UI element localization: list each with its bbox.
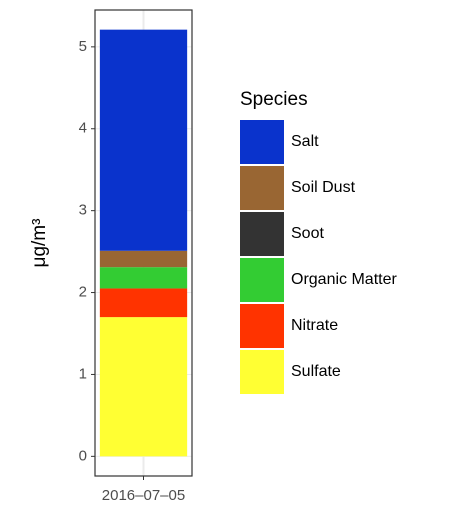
bar-segment — [99, 317, 188, 457]
y-axis-label: μg/m³ — [29, 219, 50, 268]
legend-key — [240, 166, 284, 210]
bar-segment — [99, 29, 188, 251]
y-tick-label: 2 — [79, 284, 87, 301]
legend-label: Sulfate — [291, 363, 341, 380]
legend-label: Salt — [291, 133, 319, 150]
legend-label: Soil Dust — [291, 179, 356, 196]
bar-segment — [99, 288, 188, 318]
bar-segment — [99, 250, 188, 268]
legend-label: Nitrate — [291, 317, 338, 334]
y-tick-label: 0 — [79, 447, 87, 464]
legend-label: Soot — [291, 225, 324, 242]
y-tick-label: 5 — [79, 38, 87, 55]
y-tick-label: 1 — [79, 365, 87, 382]
legend-key — [240, 350, 284, 394]
legend-label: Organic Matter — [291, 271, 397, 288]
legend-key — [240, 212, 284, 256]
bar-segment — [99, 267, 188, 289]
y-tick-label: 3 — [79, 202, 87, 219]
legend-key — [240, 258, 284, 302]
x-tick-label: 2016–07–05 — [102, 487, 185, 504]
legend-key — [240, 120, 284, 164]
y-tick-label: 4 — [79, 120, 87, 137]
legend-title: Species — [240, 89, 308, 110]
legend-key — [240, 304, 284, 348]
panel-border — [94, 9, 193, 477]
